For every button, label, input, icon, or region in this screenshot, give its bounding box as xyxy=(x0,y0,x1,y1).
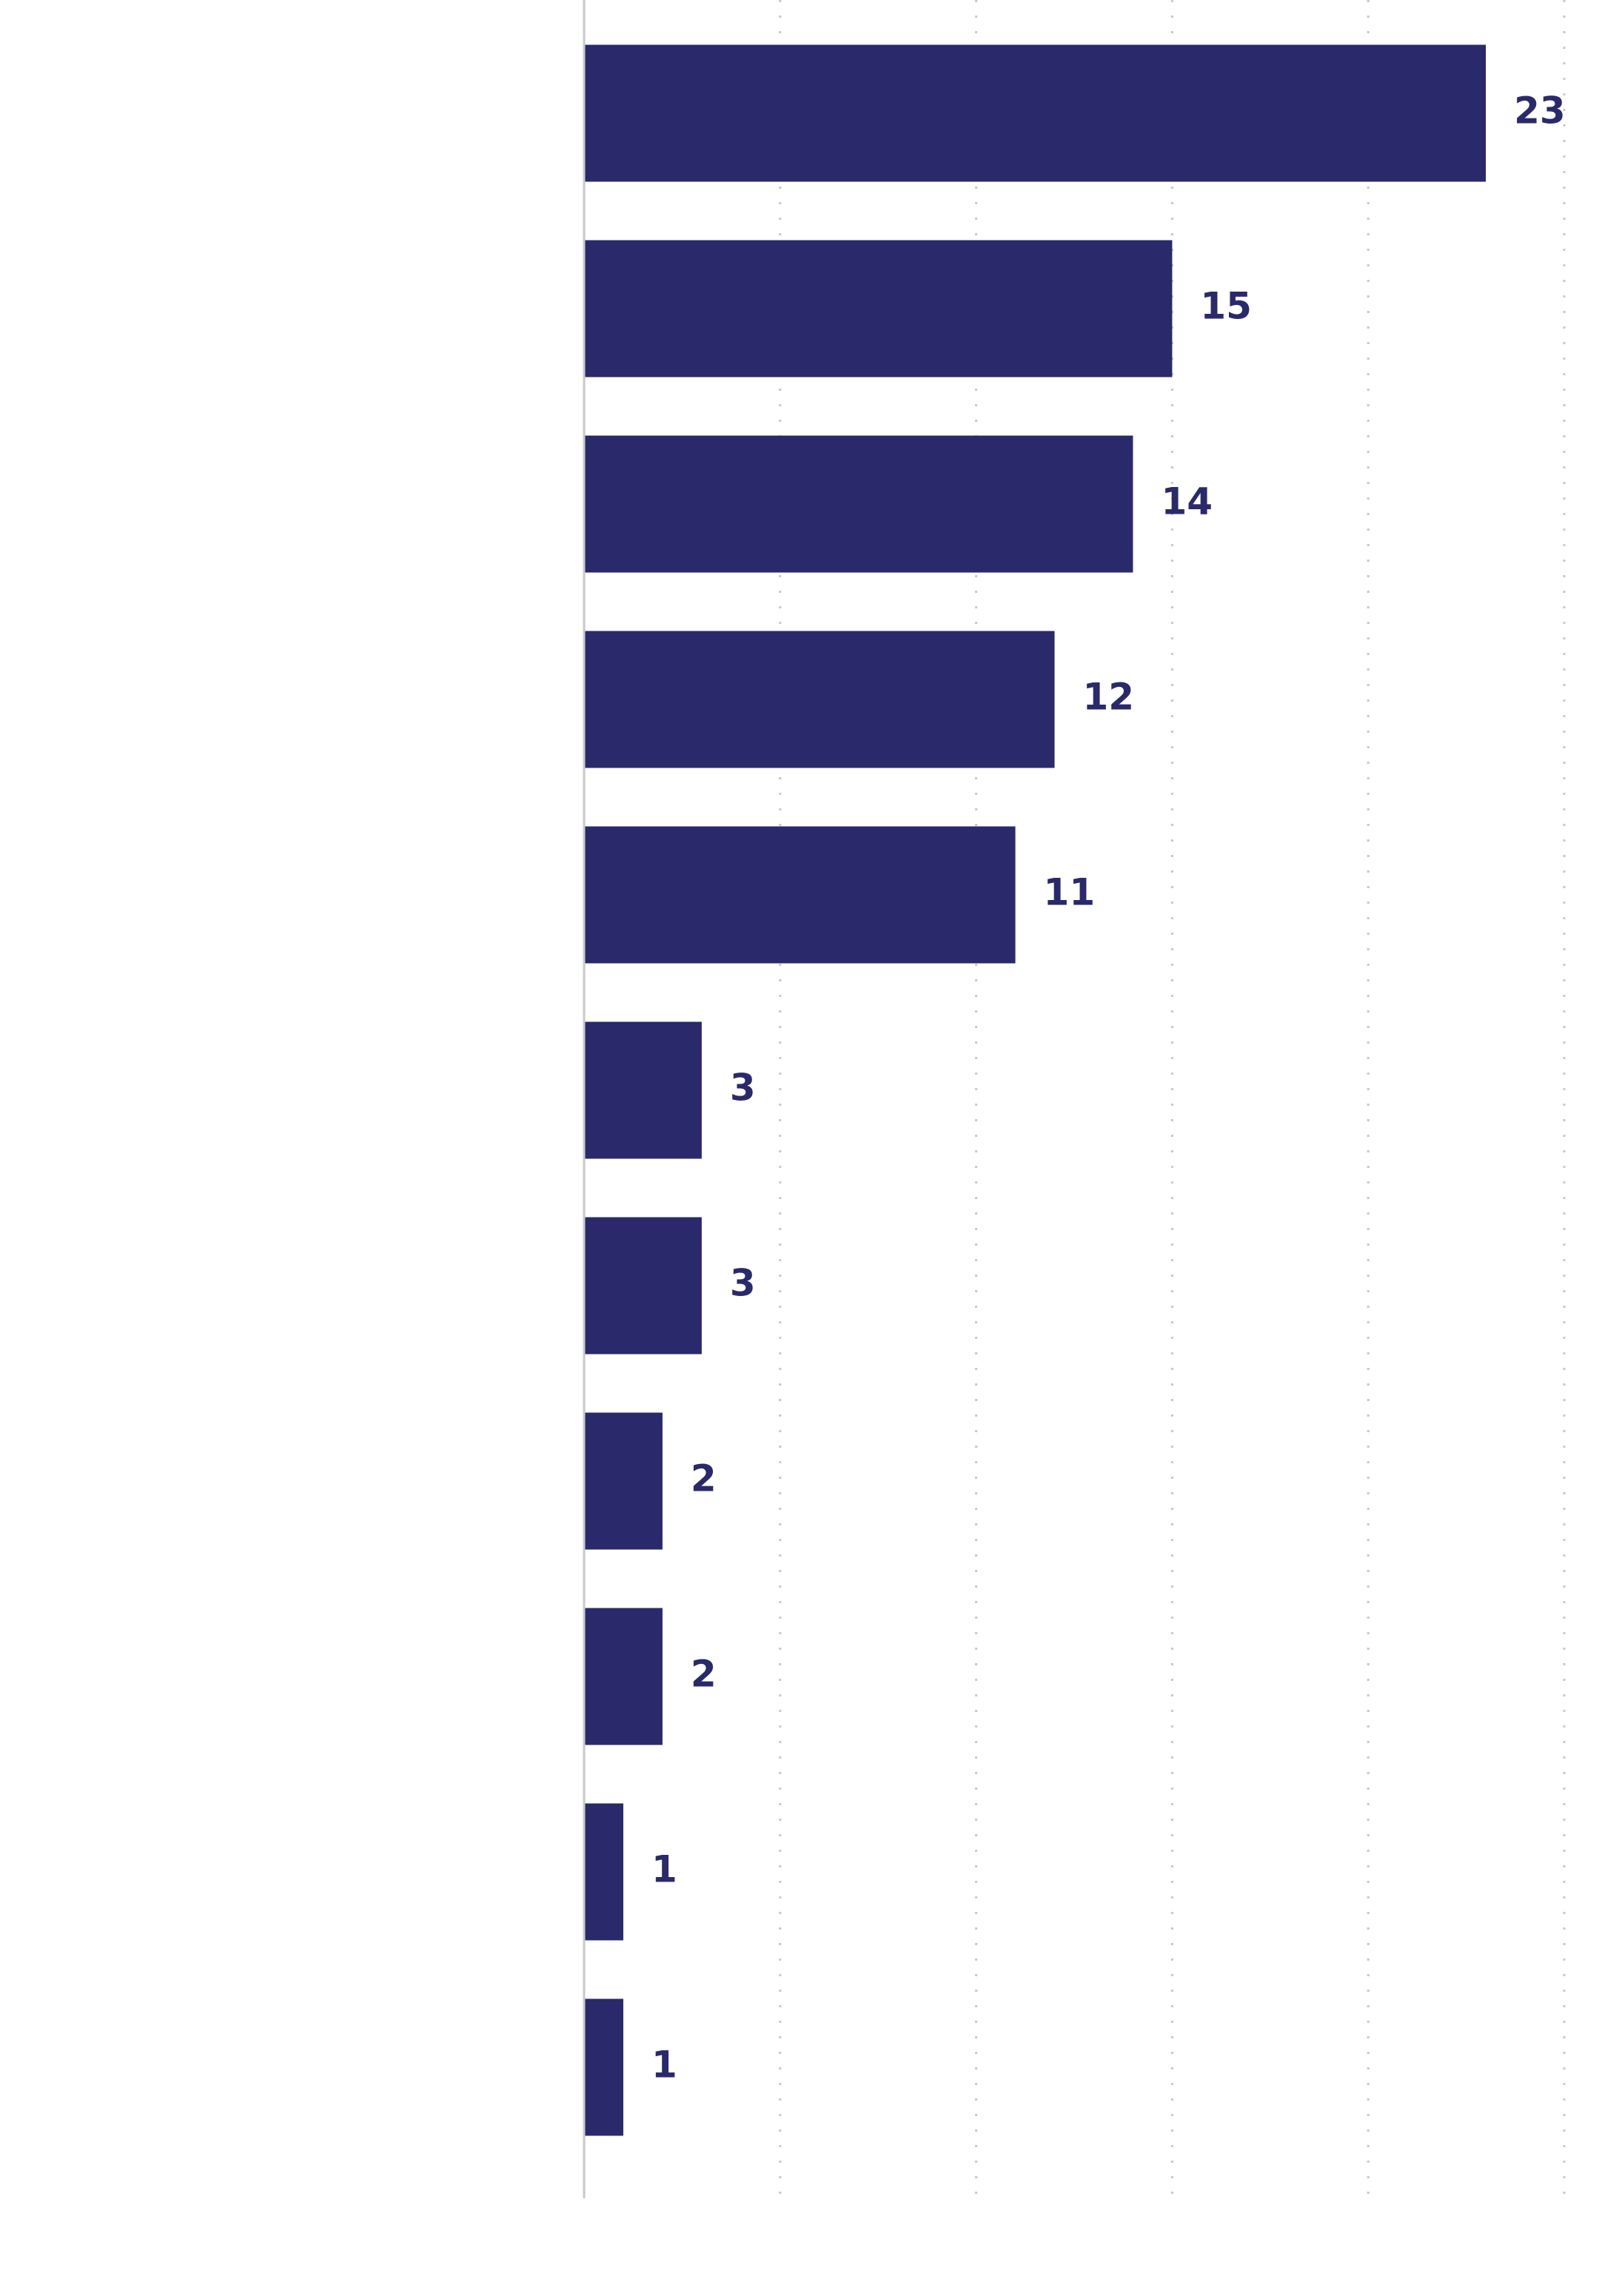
value-label: 15 xyxy=(1200,285,1252,328)
value-label: 3 xyxy=(730,1262,756,1305)
value-label: 2 xyxy=(691,1457,717,1500)
value-label: 14 xyxy=(1161,480,1213,523)
value-label: 3 xyxy=(730,1067,756,1110)
bar xyxy=(584,44,1487,182)
bar xyxy=(584,1803,623,1941)
value-label: 1 xyxy=(651,2044,677,2087)
value-label: 1 xyxy=(651,1848,677,1891)
value-label: 11 xyxy=(1044,871,1096,914)
value-label: 2 xyxy=(691,1653,717,1696)
bar xyxy=(584,240,1173,377)
bar xyxy=(584,1217,702,1355)
value-label: 12 xyxy=(1083,676,1135,719)
bar xyxy=(584,631,1055,768)
bar xyxy=(584,1608,663,1745)
value-label: 23 xyxy=(1514,90,1566,132)
bar xyxy=(584,826,1016,964)
bar xyxy=(584,1412,663,1550)
bar xyxy=(584,435,1133,573)
bar xyxy=(584,1021,702,1159)
bar xyxy=(584,1998,623,2136)
